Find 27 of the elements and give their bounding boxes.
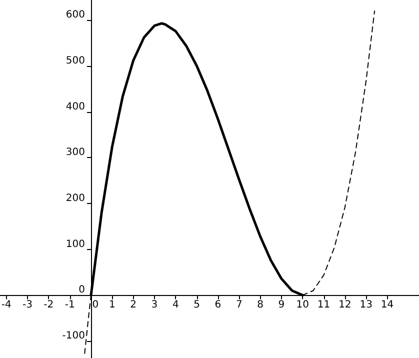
y-tick-label: 600: [66, 10, 85, 21]
x-tick-label: -4: [1, 300, 12, 311]
x-tick-label: 13: [360, 300, 372, 311]
x-tick-label: 6: [214, 300, 222, 311]
x-tick-label: 2: [130, 300, 137, 311]
x-tick-label: -1: [64, 300, 75, 311]
x-tick-label: 0: [92, 300, 99, 311]
y-tick-label: 300: [66, 147, 85, 158]
x-tick-label: 9: [278, 300, 285, 311]
x-tick-label: 12: [338, 300, 352, 311]
y-tick-label: 100: [66, 238, 85, 250]
x-tick-label: 3: [151, 300, 158, 311]
x-tick-label: 1: [108, 300, 116, 311]
x-tick-label: 14: [380, 300, 394, 311]
x-tick-label: -3: [22, 300, 32, 311]
y-tick-label: -100: [62, 330, 85, 342]
y-tick-label: 0: [78, 284, 85, 296]
x-tick-label: 5: [194, 300, 200, 311]
x-tick-label: 11: [317, 300, 330, 311]
y-tick-label: 200: [66, 193, 85, 204]
x-tick-label: 4: [172, 300, 179, 311]
y-tick-label: 500: [66, 56, 85, 67]
y-tick-label: 400: [66, 101, 85, 112]
x-tick-label: 7: [236, 300, 242, 311]
x-tick-label: 8: [257, 300, 264, 311]
x-tick-label: -2: [44, 300, 54, 311]
x-tick-label: 10: [296, 300, 309, 311]
